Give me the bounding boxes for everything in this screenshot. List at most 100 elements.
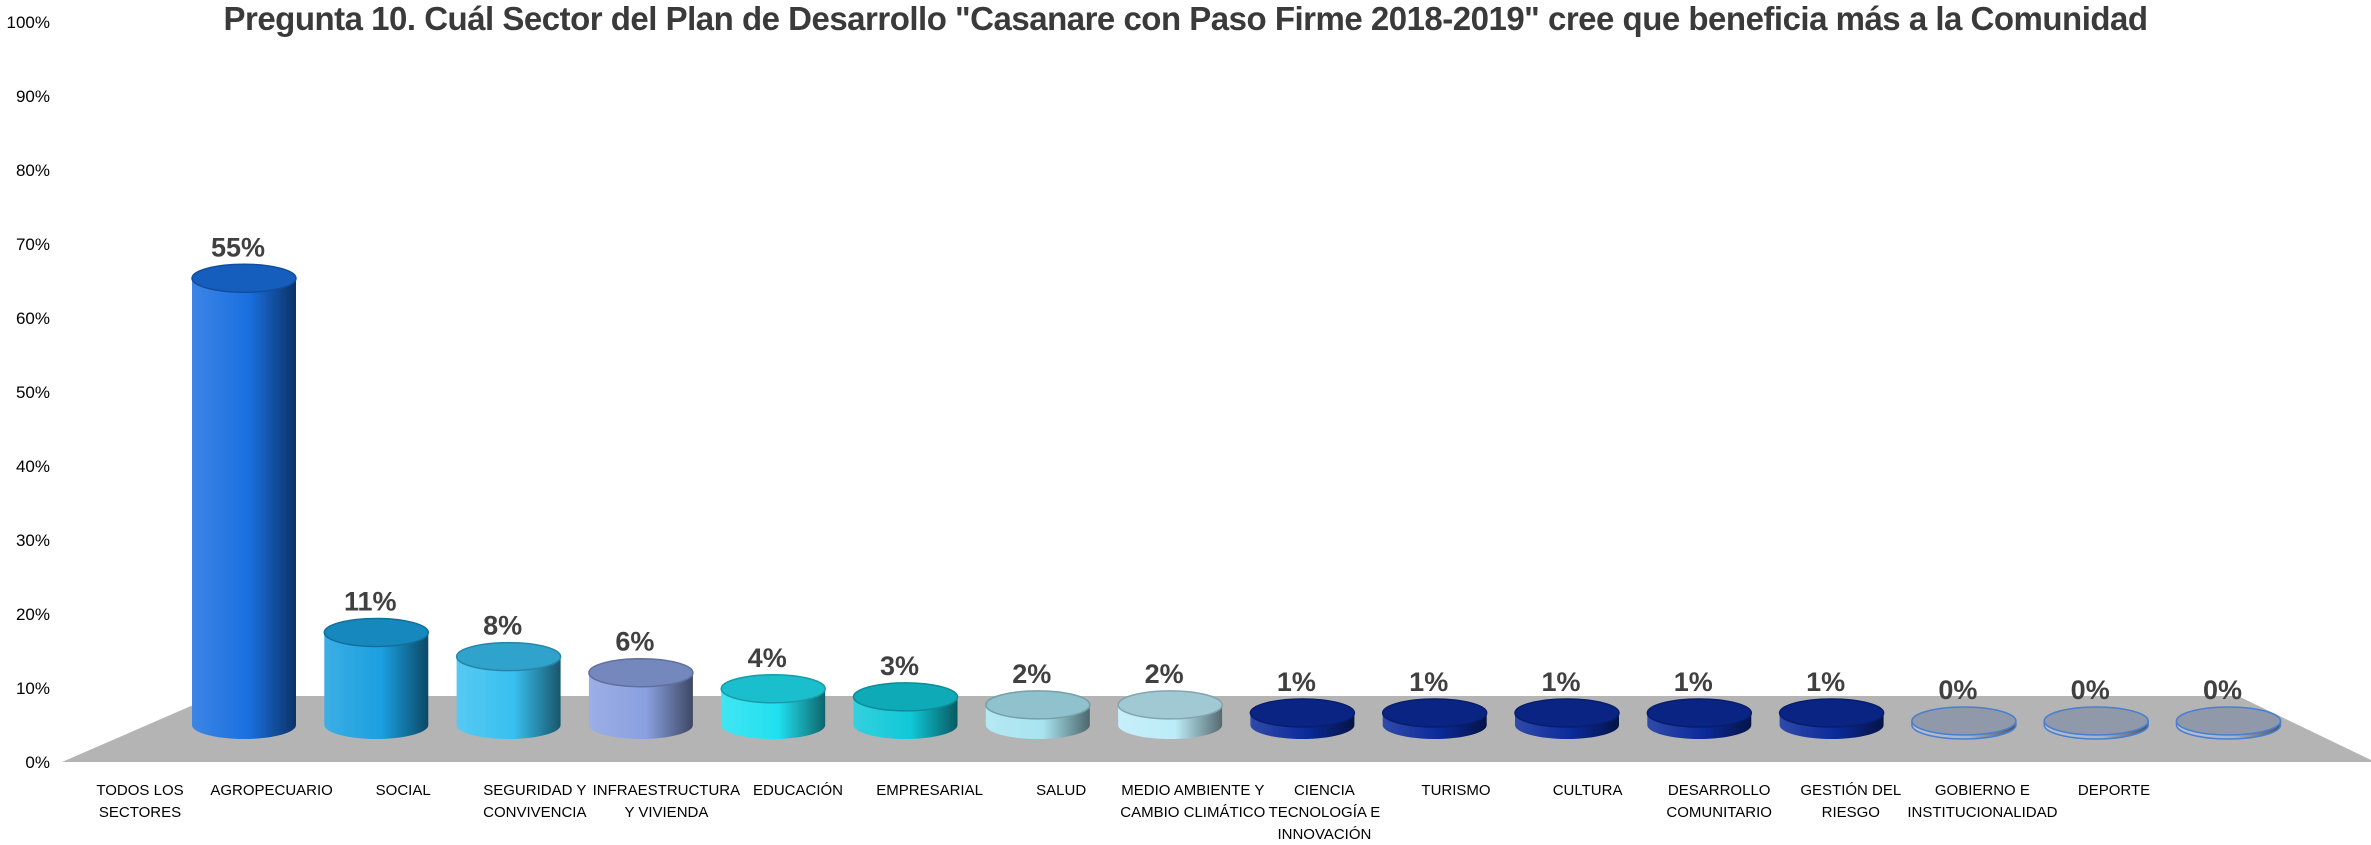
x-tick-label-line: GOBIERNO E	[1935, 782, 2030, 799]
bar-top	[2175, 706, 2282, 736]
chart-title: Pregunta 10. Cuál Sector del Plan de Des…	[223, 0, 2148, 37]
x-tick-label-line: EDUCACIÓN	[753, 782, 843, 799]
bar-body	[456, 656, 561, 740]
bar	[1249, 698, 1356, 740]
y-axis: 0% 10% 20% 30% 40% 50% 60% 70% 80% 90% 100%	[7, 13, 50, 772]
x-tick-label-line: RIESGO	[1822, 804, 1880, 821]
bar-body	[588, 672, 693, 740]
x-axis-labels: TODOS LOS SECTORES AGROPECUARIO SOCIAL SEGUR…	[96, 782, 2150, 843]
x-tick-label-line: TODOS LOS	[96, 782, 183, 799]
x-tick-label: SEGURIDAD Y CONVIVENCIA	[483, 782, 586, 821]
data-label: 8%	[483, 611, 522, 641]
y-tick-label: 40%	[16, 457, 50, 476]
bar-top	[1249, 698, 1356, 728]
data-label: 0%	[2071, 675, 2110, 705]
bar	[985, 690, 1091, 739]
y-tick-label: 20%	[16, 605, 50, 624]
x-tick-label-line: GESTIÓN DEL	[1800, 782, 1901, 799]
x-tick-label: TODOS LOS SECTORES	[96, 782, 183, 821]
bar-top	[720, 674, 826, 704]
bar	[1778, 698, 1885, 740]
x-tick-label-line: INNOVACIÓN	[1277, 826, 1371, 843]
bar	[455, 641, 562, 740]
bar-top	[2043, 706, 2149, 736]
bar-top	[455, 641, 562, 672]
bar-top	[1911, 706, 2017, 736]
y-tick-label: 90%	[16, 87, 50, 106]
data-label: 2%	[1012, 659, 1051, 689]
x-tick-label-line: MEDIO AMBIENTE Y	[1121, 782, 1264, 799]
x-tick-label: TURISMO	[1421, 782, 1490, 799]
bar	[1514, 698, 1620, 739]
data-label: 0%	[1938, 675, 1977, 705]
data-label: 6%	[615, 627, 654, 657]
data-label: 4%	[748, 643, 787, 673]
x-tick-label-line: CIENCIA	[1294, 782, 1355, 799]
x-tick-label-line: DEPORTE	[2078, 782, 2150, 799]
bar-body	[192, 278, 296, 739]
data-label: 11%	[344, 586, 397, 616]
bar	[323, 617, 430, 740]
bar-top	[1381, 698, 1488, 728]
data-label: 1%	[1541, 667, 1580, 697]
x-tick-label-line: Y VIVIENDA	[624, 804, 708, 821]
x-tick-label-line: EMPRESARIAL	[876, 782, 983, 799]
x-tick-label: GESTIÓN DEL RIESGO	[1800, 782, 1901, 821]
x-tick-label-line: CAMBIO CLIMÁTICO	[1120, 804, 1265, 821]
data-label: 3%	[880, 651, 919, 681]
bar	[1117, 690, 1223, 740]
x-tick-label-line: TECNOLOGÍA E	[1269, 804, 1381, 821]
x-tick-label: SOCIAL	[376, 782, 431, 799]
x-tick-label-line: INSTITUCIONALIDAD	[1907, 804, 2057, 821]
bar	[720, 674, 826, 740]
bar-body	[324, 632, 429, 740]
bar	[1646, 698, 1753, 740]
bar-top	[1778, 698, 1885, 728]
x-tick-label-line: SECTORES	[99, 804, 181, 821]
bar	[852, 682, 959, 740]
bar-top	[985, 690, 1091, 720]
y-tick-label: 70%	[16, 235, 50, 254]
x-tick-label: CULTURA	[1553, 782, 1623, 799]
x-tick-label-line: INFRAESTRUCTURA	[593, 782, 741, 799]
bar	[2175, 706, 2282, 740]
x-tick-label-line: TURISMO	[1421, 782, 1490, 799]
y-tick-label: 60%	[16, 309, 50, 328]
data-label: 1%	[1674, 667, 1713, 697]
x-tick-label-line: SOCIAL	[376, 782, 431, 799]
x-tick-label: DEPORTE	[2078, 782, 2150, 799]
x-tick-label: DESARROLLO COMUNITARIO	[1666, 782, 1772, 821]
data-label: 1%	[1277, 667, 1316, 697]
x-tick-label-line: DESARROLLO	[1668, 782, 1771, 799]
x-tick-label: MEDIO AMBIENTE Y CAMBIO CLIMÁTICO	[1120, 782, 1265, 821]
y-tick-label: 0%	[25, 753, 50, 772]
x-tick-label: AGROPECUARIO	[210, 782, 333, 799]
data-label: 2%	[1145, 659, 1184, 689]
bar	[1911, 706, 2017, 740]
bar-top	[1514, 698, 1620, 728]
x-tick-label-line: SALUD	[1036, 782, 1086, 799]
x-tick-label: CIENCIA TECNOLOGÍA E INNOVACIÓN	[1269, 782, 1381, 843]
bar	[191, 263, 297, 739]
data-label: 1%	[1409, 667, 1448, 697]
bar-top	[588, 657, 694, 688]
bar	[1381, 698, 1488, 740]
y-tick-label: 80%	[16, 161, 50, 180]
bar-top	[191, 263, 297, 293]
y-tick-label: 50%	[16, 383, 50, 402]
x-tick-label-line: SEGURIDAD Y	[483, 782, 586, 799]
bar-top	[1646, 698, 1753, 728]
x-tick-label-line: AGROPECUARIO	[210, 782, 333, 799]
x-tick-label: SALUD	[1036, 782, 1086, 799]
x-tick-label: INFRAESTRUCTURA Y VIVIENDA	[593, 782, 741, 821]
bar-top	[1117, 690, 1223, 720]
x-tick-label: EDUCACIÓN	[753, 782, 843, 799]
y-tick-label: 30%	[16, 531, 50, 550]
y-tick-label: 100%	[7, 13, 50, 32]
y-tick-label: 10%	[16, 679, 50, 698]
data-label: 1%	[1806, 667, 1845, 697]
bar	[588, 657, 694, 740]
data-label: 55%	[211, 232, 265, 262]
data-label: 0%	[2203, 675, 2242, 705]
